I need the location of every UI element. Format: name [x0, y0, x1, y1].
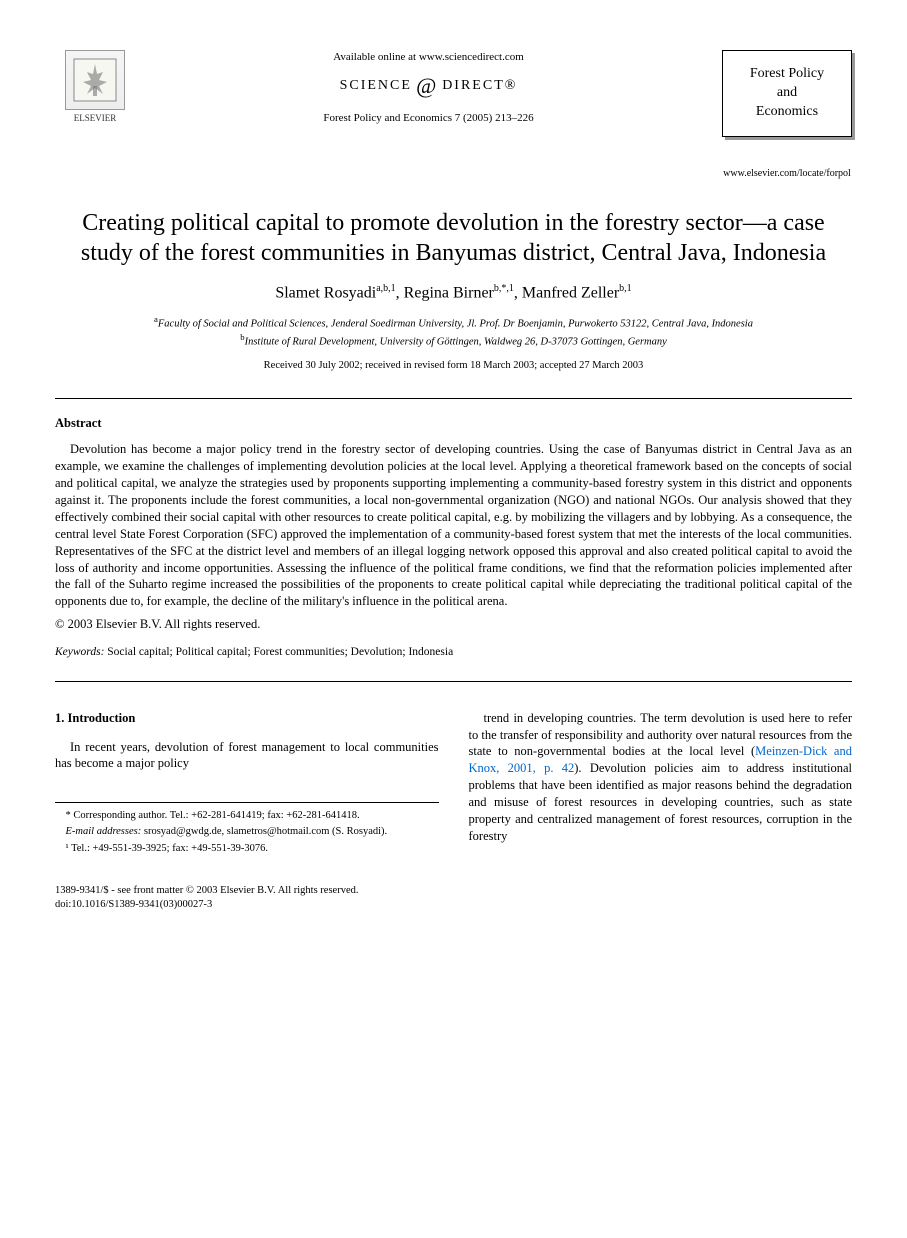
- abstract-copyright: © 2003 Elsevier B.V. All rights reserved…: [55, 616, 852, 633]
- journal-line1: Forest Policy: [729, 65, 845, 84]
- publisher-logo: ELSEVIER: [55, 50, 135, 124]
- header-center: Available online at www.sciencedirect.co…: [135, 50, 722, 125]
- elsevier-tree-icon: [65, 50, 125, 110]
- publisher-name: ELSEVIER: [74, 113, 117, 123]
- affiliation-a: aFaculty of Social and Political Science…: [55, 314, 852, 332]
- sciencedirect-logo: SCIENCE@DIRECT®: [155, 71, 702, 101]
- journal-title-box: Forest Policy and Economics www.elsevier…: [722, 50, 852, 180]
- abstract-body: Devolution has become a major policy tre…: [55, 441, 852, 610]
- available-online-text: Available online at www.sciencedirect.co…: [155, 50, 702, 65]
- divider-bottom: [55, 681, 852, 682]
- citation-link[interactable]: Meinzen-Dick and Knox, 2001, p. 42: [469, 744, 853, 775]
- corresponding-author-note: * Corresponding author. Tel.: +62-281-64…: [55, 809, 439, 823]
- issn-line: 1389-9341/$ - see front matter © 2003 El…: [55, 884, 852, 898]
- journal-reference: Forest Policy and Economics 7 (2005) 213…: [155, 111, 702, 126]
- affiliations: aFaculty of Social and Political Science…: [55, 314, 852, 349]
- sd-prefix: SCIENCE: [340, 78, 412, 93]
- email-addresses: srosyad@gwdg.de, slametros@hotmail.com (…: [144, 826, 387, 837]
- left-column: 1. Introduction In recent years, devolut…: [55, 710, 439, 858]
- body-columns: 1. Introduction In recent years, devolut…: [55, 710, 852, 858]
- right-column: trend in developing countries. The term …: [469, 710, 853, 858]
- abstract-heading: Abstract: [55, 415, 852, 432]
- intro-para-left: In recent years, devolution of forest ma…: [55, 739, 439, 773]
- intro-heading: 1. Introduction: [55, 710, 439, 727]
- keywords-label: Keywords:: [55, 646, 104, 658]
- journal-line2: and: [729, 84, 845, 103]
- intro-para-right: trend in developing countries. The term …: [469, 710, 853, 845]
- keywords-list: Social capital; Political capital; Fores…: [107, 646, 453, 658]
- journal-box-inner: Forest Policy and Economics: [722, 50, 852, 137]
- sd-suffix: DIRECT®: [442, 78, 517, 93]
- page-header: ELSEVIER Available online at www.science…: [55, 50, 852, 180]
- doi-line: doi:10.1016/S1389-9341(03)00027-3: [55, 898, 852, 912]
- divider-top: [55, 398, 852, 399]
- keywords-line: Keywords: Social capital; Political capi…: [55, 645, 852, 661]
- affiliation-b: bInstitute of Rural Development, Univers…: [55, 332, 852, 350]
- journal-url: www.elsevier.com/locate/forpol: [722, 167, 852, 181]
- article-title: Creating political capital to promote de…: [55, 208, 852, 268]
- footnotes-block: * Corresponding author. Tel.: +62-281-64…: [55, 802, 439, 856]
- email-label: E-mail addresses:: [66, 826, 142, 837]
- tel-note: ¹ Tel.: +49-551-39-3925; fax: +49-551-39…: [55, 842, 439, 856]
- front-matter: 1389-9341/$ - see front matter © 2003 El…: [55, 884, 852, 912]
- sd-at-icon: @: [412, 73, 442, 98]
- article-dates: Received 30 July 2002; received in revis…: [55, 359, 852, 373]
- journal-line3: Economics: [729, 103, 845, 122]
- email-note: E-mail addresses: srosyad@gwdg.de, slame…: [55, 825, 439, 839]
- author-list: Slamet Rosyadia,b,1, Regina Birnerb,*,1,…: [55, 282, 852, 304]
